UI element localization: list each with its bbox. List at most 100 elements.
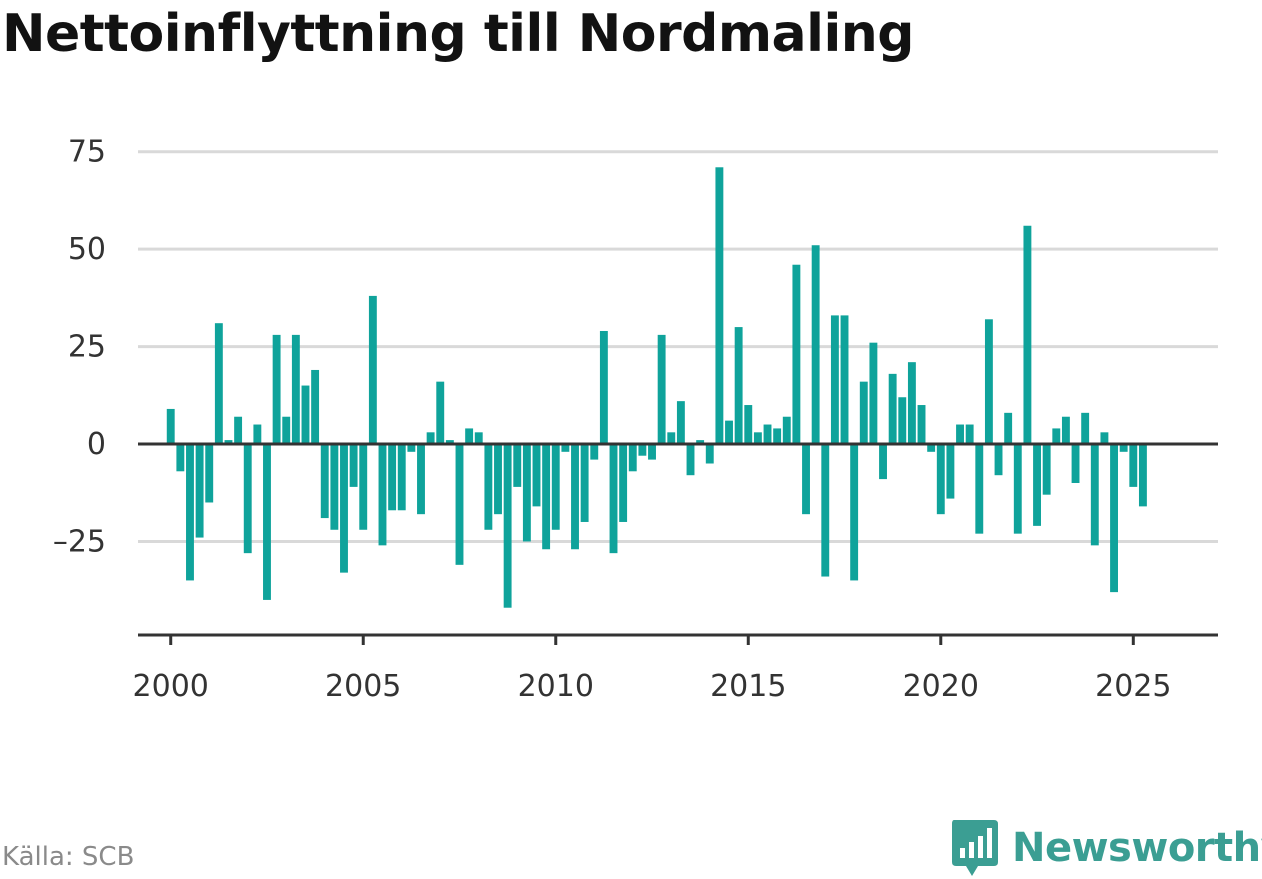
bar xyxy=(590,444,599,460)
y-tick-label: –25 xyxy=(53,524,106,559)
bar xyxy=(609,444,618,554)
bar xyxy=(956,424,964,445)
y-tick-label: 25 xyxy=(68,330,106,365)
brand-logo: Newsworthy xyxy=(950,818,1262,878)
bar xyxy=(1129,444,1138,487)
bar xyxy=(291,334,300,445)
bar xyxy=(368,295,377,445)
bar xyxy=(907,362,916,445)
bar xyxy=(753,432,762,445)
y-tick-label: 0 xyxy=(87,427,106,462)
x-tick-labels: 2000 2005 2010 2015 2020 2025 xyxy=(133,669,1172,704)
bar xyxy=(830,315,839,445)
bar xyxy=(311,369,320,445)
bar xyxy=(802,444,810,515)
bar xyxy=(1052,428,1061,445)
bar xyxy=(253,424,262,445)
bar xyxy=(263,444,271,600)
bar xyxy=(388,444,397,511)
bar xyxy=(1033,444,1041,526)
gridlines xyxy=(138,150,1218,543)
bar xyxy=(840,315,849,445)
bar xyxy=(917,405,926,445)
bar xyxy=(927,444,936,452)
brand-name: Newsworthy xyxy=(1012,825,1262,871)
bar xyxy=(205,444,214,503)
bar-chart-icon xyxy=(952,820,998,876)
bar xyxy=(648,444,656,460)
x-tick-label: 2015 xyxy=(710,669,786,704)
bar xyxy=(599,330,608,445)
x-tick-label: 2020 xyxy=(903,669,979,704)
bar xyxy=(186,444,194,581)
bar xyxy=(214,323,223,445)
bar xyxy=(821,444,830,577)
bar xyxy=(166,408,175,445)
bar xyxy=(522,444,531,542)
bar xyxy=(667,432,676,445)
bar xyxy=(224,440,233,445)
bar xyxy=(1013,444,1022,534)
bar xyxy=(243,444,252,554)
bar xyxy=(301,385,310,445)
bar xyxy=(561,444,570,452)
bar xyxy=(513,444,522,487)
bar xyxy=(811,245,820,445)
bar xyxy=(445,440,454,445)
x-tick-label: 2010 xyxy=(518,669,594,704)
bar xyxy=(494,444,502,515)
bar xyxy=(705,444,714,464)
bar xyxy=(272,334,281,445)
bar xyxy=(340,444,348,573)
bar xyxy=(1138,444,1147,507)
bar xyxy=(320,444,329,519)
bar xyxy=(465,428,474,445)
bar xyxy=(1061,416,1070,445)
x-tick-label: 2000 xyxy=(133,669,209,704)
bar xyxy=(696,440,705,445)
bar xyxy=(898,397,907,445)
bar xyxy=(503,444,512,608)
bar xyxy=(984,319,993,445)
bar xyxy=(879,444,887,480)
bar xyxy=(359,444,368,530)
bar xyxy=(975,444,984,534)
bar xyxy=(946,444,955,499)
bar xyxy=(407,444,416,452)
bar xyxy=(1071,444,1080,483)
bar xyxy=(1090,444,1099,546)
bar xyxy=(571,444,579,550)
bar xyxy=(349,444,358,487)
bar xyxy=(417,444,425,515)
y-tick-label: 50 xyxy=(68,232,106,267)
bar xyxy=(397,444,406,511)
bar xyxy=(763,424,772,445)
bar xyxy=(330,444,339,530)
bar xyxy=(850,444,859,581)
bar xyxy=(551,444,560,530)
bar xyxy=(1119,444,1128,452)
bar xyxy=(455,444,464,565)
bar xyxy=(725,420,733,445)
bar xyxy=(542,444,551,550)
bar xyxy=(888,373,897,445)
y-tick-labels: 75 50 25 0 –25 xyxy=(53,135,106,560)
bar xyxy=(686,444,695,476)
bar xyxy=(859,381,868,445)
bar xyxy=(1023,225,1032,445)
bar xyxy=(282,416,291,445)
bar xyxy=(734,327,743,445)
bar xyxy=(1100,432,1109,445)
bar xyxy=(676,401,685,445)
bar xyxy=(792,264,801,445)
bar xyxy=(1110,444,1118,593)
chart-title: Nettoinflyttning till Nordmaling xyxy=(2,4,915,64)
axes xyxy=(138,442,1218,645)
x-tick-label: 2005 xyxy=(325,669,401,704)
bar xyxy=(619,444,628,522)
bar xyxy=(782,416,791,445)
y-tick-label: 75 xyxy=(68,135,106,170)
bar xyxy=(378,444,387,546)
bar xyxy=(234,416,243,445)
